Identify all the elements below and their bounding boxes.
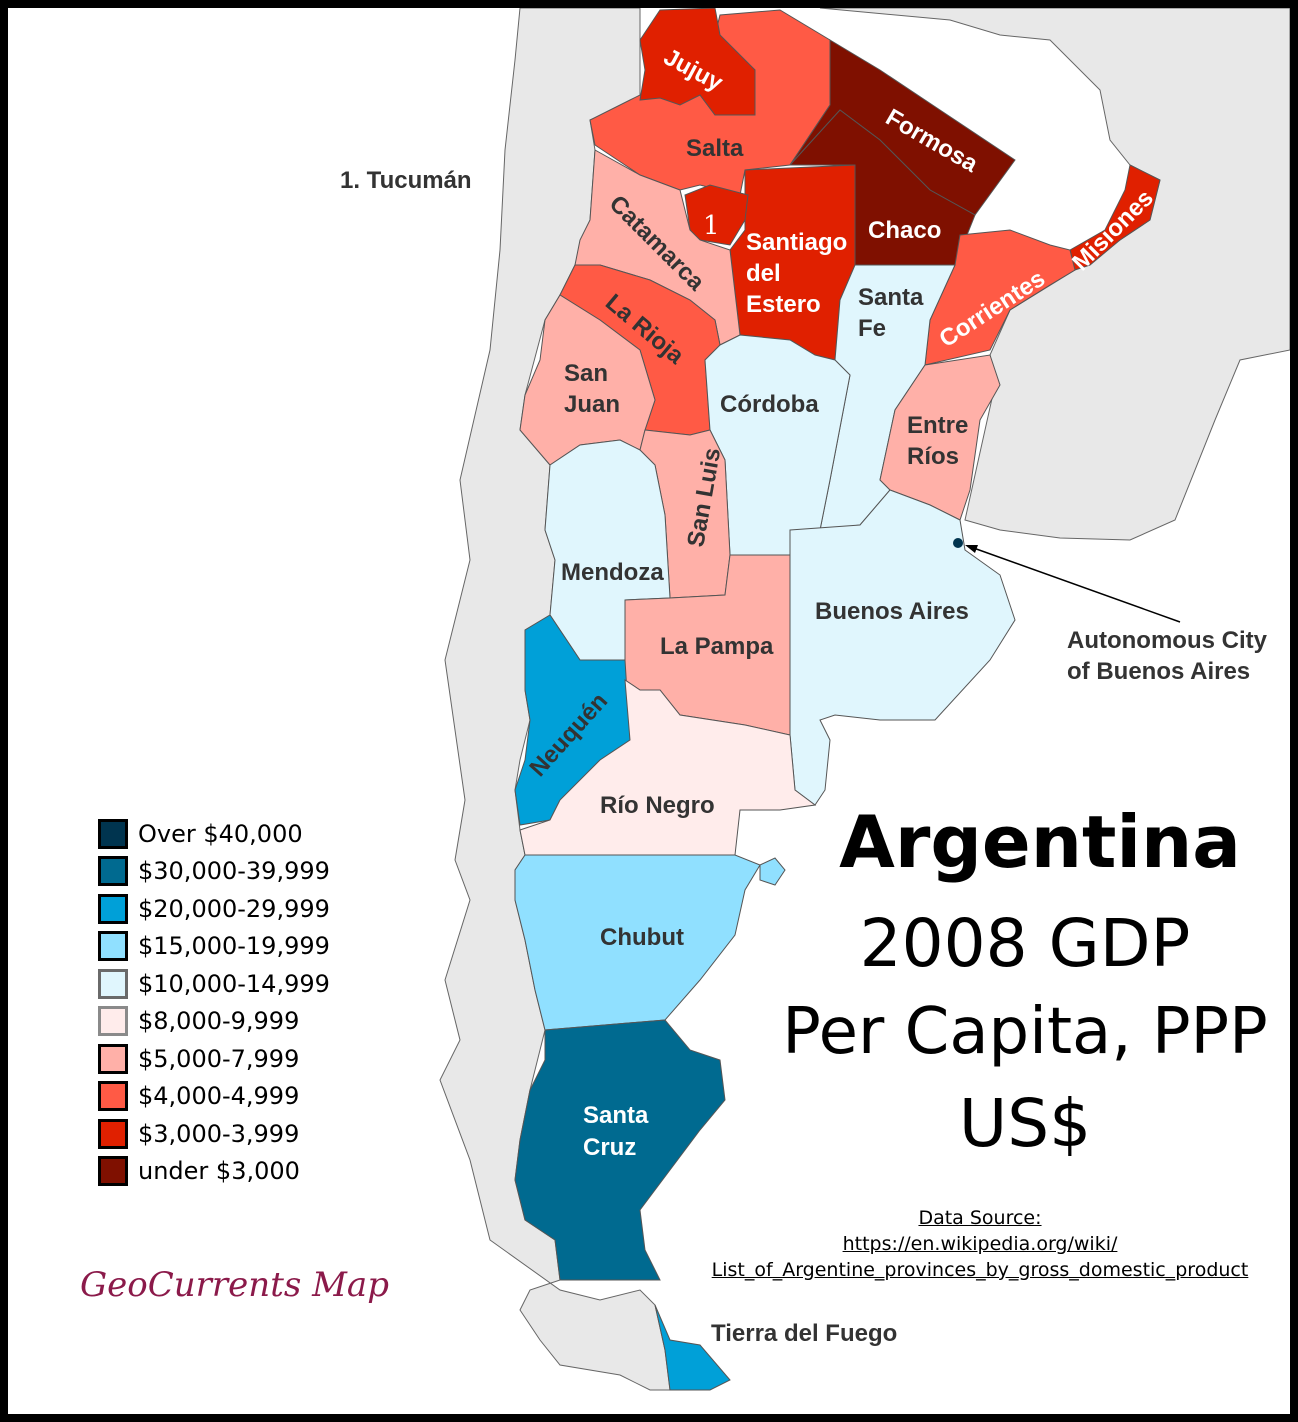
province-tierra-del-fuego[interactable]	[654, 1304, 731, 1391]
label-santa-fe-2: Fe	[858, 315, 886, 342]
brand-logo: GeoCurrents Map	[80, 1265, 389, 1305]
label-rio-negro: Río Negro	[600, 792, 715, 819]
legend-swatch	[98, 1118, 128, 1149]
title-per-capita: Per Capita, PPP	[782, 995, 1268, 1069]
label-mendoza: Mendoza	[561, 559, 664, 586]
province-santa-cruz[interactable]	[514, 1019, 726, 1281]
source-link-2[interactable]: List_of_Argentine_provinces_by_gross_dom…	[711, 1259, 1249, 1281]
legend-label: $30,000-39,999	[138, 857, 330, 886]
legend-swatch	[98, 818, 128, 849]
legend-label: $10,000-14,999	[138, 969, 330, 998]
legend-swatch	[98, 1006, 128, 1037]
source-heading: Data Source:	[918, 1207, 1042, 1229]
label-cordoba: Córdoba	[720, 391, 819, 418]
legend-swatch	[98, 1043, 128, 1074]
legend: Over $40,000 $30,000-39,999 $20,000-29,999…	[98, 815, 330, 1190]
label-buenos-aires: Buenos Aires	[815, 598, 969, 625]
legend-item: $3,000-3,999	[98, 1115, 330, 1153]
legend-item: $20,000-29,999	[98, 890, 330, 928]
legend-label: Over $40,000	[138, 819, 303, 848]
legend-label: $3,000-3,999	[138, 1119, 300, 1148]
legend-label: under $3,000	[138, 1157, 300, 1186]
legend-label: $4,000-4,999	[138, 1082, 300, 1111]
legend-item: $30,000-39,999	[98, 853, 330, 891]
legend-swatch	[98, 931, 128, 962]
legend-item: $4,000-4,999	[98, 1078, 330, 1116]
label-chaco: Chaco	[868, 217, 941, 244]
legend-label: $5,000-7,999	[138, 1044, 300, 1073]
caba-marker[interactable]	[953, 538, 963, 548]
label-tucuman: 1	[703, 211, 720, 241]
key-note-tucuman: 1. Tucumán	[340, 167, 472, 194]
legend-swatch	[98, 893, 128, 924]
label-entre-rios-1: Entre	[907, 412, 968, 439]
legend-swatch	[98, 856, 128, 887]
label-santiago-3: Estero	[746, 291, 821, 318]
caba-arrow	[967, 545, 1181, 623]
source-link-1[interactable]: https://en.wikipedia.org/wiki/	[842, 1233, 1118, 1255]
label-chubut: Chubut	[600, 924, 684, 951]
legend-swatch	[98, 1081, 128, 1112]
legend-swatch	[98, 968, 128, 999]
legend-item: $15,000-19,999	[98, 928, 330, 966]
label-santa-cruz-2: Cruz	[583, 1134, 636, 1161]
label-salta: Salta	[686, 135, 744, 162]
label-santa-cruz-1: Santa	[583, 1102, 649, 1129]
legend-item: under $3,000	[98, 1153, 330, 1191]
legend-item: $8,000-9,999	[98, 1003, 330, 1041]
legend-label: $15,000-19,999	[138, 932, 330, 961]
label-la-pampa: La Pampa	[660, 633, 774, 660]
legend-item: $5,000-7,999	[98, 1040, 330, 1078]
title-usd: US$	[958, 1085, 1092, 1162]
label-tierra-del-fuego: Tierra del Fuego	[711, 1320, 897, 1347]
legend-label: $8,000-9,999	[138, 1007, 300, 1036]
province-chubut-peninsula	[759, 857, 786, 886]
province-jujuy[interactable]	[639, 7, 756, 116]
province-neuquen[interactable]	[514, 614, 631, 826]
label-san-juan-2: Juan	[564, 391, 620, 418]
legend-item: Over $40,000	[98, 815, 330, 853]
legend-swatch	[98, 1156, 128, 1187]
label-caba-1: Autonomous City	[1067, 627, 1268, 654]
label-san-juan-1: San	[564, 360, 608, 387]
label-santiago-1: Santiago	[746, 229, 847, 256]
legend-label: $20,000-29,999	[138, 894, 330, 923]
legend-item: $10,000-14,999	[98, 965, 330, 1003]
label-santiago-2: del	[746, 260, 781, 287]
label-entre-rios-2: Ríos	[907, 443, 959, 470]
label-santa-fe-1: Santa	[858, 284, 924, 311]
province-rio-negro[interactable]	[519, 679, 817, 856]
label-caba-2: of Buenos Aires	[1067, 658, 1250, 685]
title-argentina: Argentina	[839, 800, 1241, 884]
title-gdp: 2008 GDP	[859, 905, 1191, 982]
province-misiones[interactable]	[1069, 164, 1161, 271]
data-source: Data Source: https://en.wikipedia.org/wi…	[690, 1205, 1270, 1283]
caba-arrowhead-icon	[965, 545, 978, 553]
province-buenos-aires[interactable]	[789, 489, 1016, 806]
